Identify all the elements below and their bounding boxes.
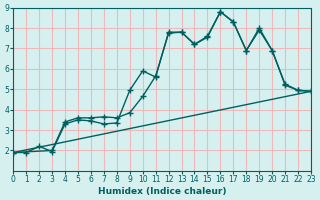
X-axis label: Humidex (Indice chaleur): Humidex (Indice chaleur) xyxy=(98,187,226,196)
